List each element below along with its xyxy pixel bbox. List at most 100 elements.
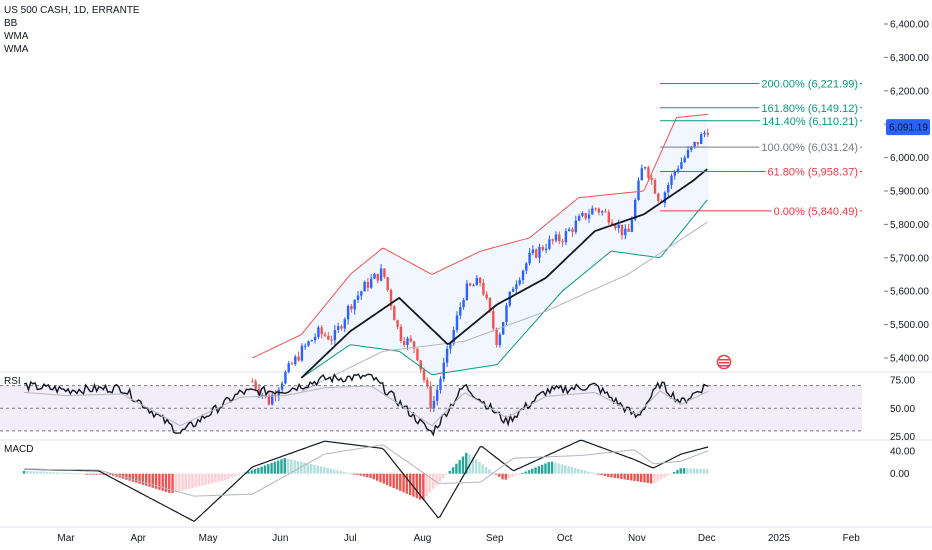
macd-histogram-bar xyxy=(263,465,267,474)
candle-body xyxy=(515,284,518,289)
macd-histogram-bar xyxy=(544,463,547,474)
macd-histogram-bar xyxy=(514,473,517,476)
indicator-wma-2[interactable]: WMA xyxy=(4,44,29,55)
fib-label-backing xyxy=(760,115,860,128)
macd-histogram-bar xyxy=(699,468,702,474)
price-axis-tick-label: 6,200.00 xyxy=(890,86,929,97)
candle-body xyxy=(409,338,412,342)
macd-histogram-bar xyxy=(550,461,554,474)
candle-body xyxy=(676,168,680,172)
candle-body xyxy=(584,213,587,219)
candle-body xyxy=(492,311,495,329)
candle-body xyxy=(594,208,597,210)
macd-histogram-bar xyxy=(138,473,141,484)
flag-icon-stripe xyxy=(719,362,729,364)
candle-body xyxy=(251,381,254,383)
candle-body xyxy=(323,334,327,336)
wma-fast-line xyxy=(300,168,708,379)
macd-histogram-bar xyxy=(207,473,211,485)
candle-body xyxy=(670,175,673,186)
candle-body xyxy=(356,295,360,300)
indicator-wma-1[interactable]: WMA xyxy=(4,31,29,42)
macd-histogram-bar xyxy=(504,473,508,480)
macd-histogram-bar xyxy=(158,473,161,490)
candle-body xyxy=(624,228,627,236)
current-price-badge xyxy=(886,119,930,136)
macd-histogram-bar xyxy=(286,458,290,474)
candle-body xyxy=(535,249,538,258)
bollinger-band-fill xyxy=(301,114,710,377)
time-axis-tick-label: 2025 xyxy=(768,533,791,544)
macd-histogram-bar xyxy=(356,473,359,475)
macd-histogram-bar xyxy=(379,473,382,483)
macd-histogram-bar xyxy=(587,471,590,474)
flag-icon-stripe xyxy=(719,359,729,361)
macd-histogram-bar xyxy=(659,473,663,480)
macd-histogram-bar xyxy=(663,473,666,478)
fib-level-label: 141.40% (6,110.21) xyxy=(762,116,858,128)
macd-histogram-bar xyxy=(131,473,135,482)
indicator-bb[interactable]: BB xyxy=(4,18,18,29)
candle-body xyxy=(610,222,614,226)
candle-body xyxy=(502,322,505,335)
candle-body xyxy=(650,177,653,180)
candle-body xyxy=(406,338,409,345)
macd-histogram-bar xyxy=(102,473,105,475)
macd-histogram-bar xyxy=(653,473,656,484)
macd-histogram-bar xyxy=(349,473,352,475)
candle-body xyxy=(254,381,257,389)
macd-histogram-bar xyxy=(682,468,686,474)
macd-histogram-bar xyxy=(247,471,250,474)
macd-histogram-bar xyxy=(168,473,171,493)
macd-line xyxy=(24,439,709,523)
macd-histogram-bar xyxy=(547,462,550,474)
candle-body xyxy=(620,224,624,236)
macd-histogram-bar xyxy=(511,473,514,477)
candle-body xyxy=(564,230,568,243)
macd-histogram-bar xyxy=(144,473,148,486)
macd-histogram-bar xyxy=(425,473,428,497)
macd-histogram-bar xyxy=(217,473,220,482)
candle-body xyxy=(488,297,492,312)
macd-histogram-bar xyxy=(164,473,168,492)
macd-histogram-bar xyxy=(372,473,376,480)
macd-histogram-bar xyxy=(593,473,597,475)
macd-histogram-bar xyxy=(283,458,286,474)
candle-body xyxy=(472,285,475,287)
candle-body xyxy=(561,241,564,243)
macd-histogram-bar xyxy=(481,464,484,474)
macd-histogram-bar xyxy=(95,473,98,475)
candle-body xyxy=(439,378,442,390)
candle-body xyxy=(343,319,346,329)
macd-histogram-bar xyxy=(22,470,26,474)
candle-body xyxy=(307,341,310,346)
macd-histogram-bar xyxy=(465,452,468,474)
macd-histogram-bar xyxy=(45,471,49,474)
macd-histogram-bar xyxy=(290,459,293,474)
rsi-signal-line xyxy=(24,385,709,427)
macd-histogram-bar xyxy=(643,473,646,483)
price-axis-tick-label: 6,000.00 xyxy=(890,153,929,164)
time-axis-tick-label: Dec xyxy=(698,533,716,544)
candle-body xyxy=(379,268,383,281)
symbol-title[interactable]: US 500 CASH, 1D, ERRANTE xyxy=(4,5,140,16)
candle-body xyxy=(577,216,581,221)
macd-histogram-bar xyxy=(385,473,389,486)
macd-histogram-bar xyxy=(276,460,280,474)
candle-body xyxy=(617,224,620,229)
macd-histogram-bar xyxy=(389,473,392,487)
macd-histogram-bar xyxy=(111,473,115,476)
macd-histogram-bar xyxy=(174,473,178,493)
macd-histogram-bar xyxy=(342,471,346,474)
candle-body xyxy=(469,283,472,286)
macd-histogram-bar xyxy=(636,473,640,482)
macd-histogram-bar xyxy=(42,471,46,474)
fib-level-label: 0.00% (5,840.49) xyxy=(774,206,858,218)
macd-histogram-bar xyxy=(303,462,306,474)
macd-histogram-bar xyxy=(323,467,326,474)
macd-histogram-bar xyxy=(329,468,333,474)
macd-histogram-bar xyxy=(32,471,36,474)
macd-histogram-bar xyxy=(148,473,151,487)
candle-body xyxy=(383,268,386,278)
